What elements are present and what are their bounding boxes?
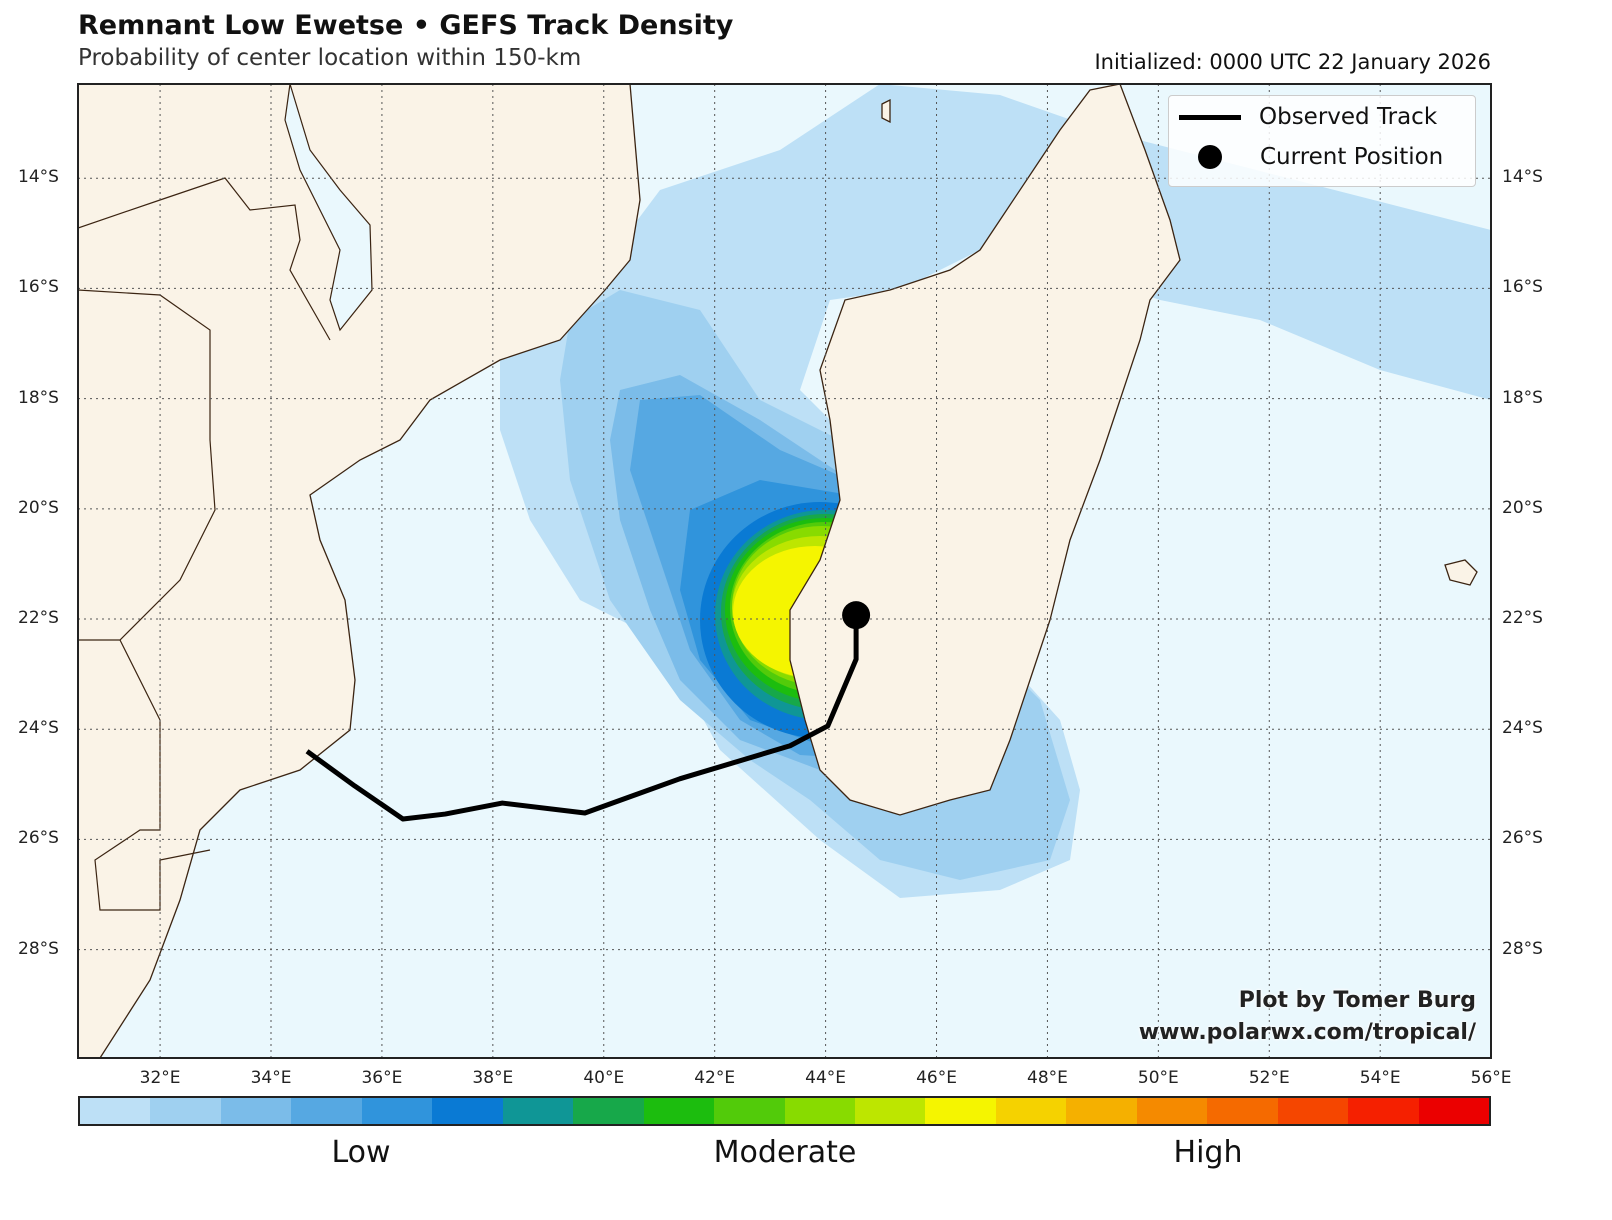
init-time: Initialized: 0000 UTC 22 January 2026	[1094, 50, 1491, 74]
lon-label: 32°E	[139, 1068, 181, 1088]
colorbar-label-moderate: Moderate	[713, 1135, 857, 1170]
colorbar-segment	[361, 1098, 433, 1124]
lon-label: 56°E	[1470, 1068, 1512, 1088]
map-frame	[77, 83, 1492, 1059]
observed-track	[305, 615, 859, 822]
colorbar-segment	[714, 1098, 785, 1124]
land	[78, 84, 1478, 1058]
colorbar-segment	[291, 1098, 362, 1124]
lon-label: 40°E	[583, 1068, 625, 1088]
lat-label-right: 14°S	[1502, 167, 1543, 188]
legend-item-track: Observed Track	[1179, 104, 1437, 130]
colorbar-segment	[1136, 1098, 1208, 1124]
lon-label: 52°E	[1248, 1068, 1290, 1088]
lon-label: 48°E	[1027, 1068, 1068, 1088]
legend-track-label: Observed Track	[1259, 104, 1438, 130]
colorbar-segment	[573, 1098, 644, 1124]
colorbar-segment	[854, 1098, 926, 1124]
colorbar-segment	[432, 1098, 503, 1124]
lat-label-left: 14°S	[18, 167, 59, 188]
lon-label: 46°E	[916, 1068, 957, 1088]
lon-label: 38°E	[472, 1068, 514, 1088]
chart-title: Remnant Low Ewetse • GEFS Track Density	[78, 10, 734, 41]
lon-label: 54°E	[1359, 1068, 1401, 1088]
colorbar-segment	[80, 1098, 151, 1124]
colorbar-segment	[995, 1098, 1067, 1124]
colorbar-segment	[150, 1098, 221, 1124]
lat-label-left: 18°S	[18, 387, 59, 408]
lat-label-right: 28°S	[1502, 938, 1543, 959]
lat-label-left: 26°S	[18, 828, 59, 849]
colorbar-segment	[1418, 1098, 1490, 1124]
colorbar-segment	[784, 1098, 855, 1124]
colorbar-segment	[643, 1098, 715, 1124]
colorbar-label-low: Low	[331, 1135, 391, 1170]
lat-label-right: 18°S	[1502, 387, 1543, 408]
madagascar	[789, 84, 1181, 816]
lake-malawi	[284, 84, 373, 332]
legend-position-label: Current Position	[1260, 144, 1444, 170]
lat-label-right: 24°S	[1502, 718, 1543, 739]
credit-author: Plot by Tomer Burg	[1238, 988, 1476, 1013]
lat-label-right: 16°S	[1502, 277, 1543, 298]
lon-label: 34°E	[250, 1068, 292, 1088]
current-position-marker	[842, 601, 871, 630]
lon-label: 50°E	[1137, 1068, 1179, 1088]
lon-label: 36°E	[361, 1068, 403, 1088]
colorbar-segment	[502, 1098, 574, 1124]
lon-label: 42°E	[694, 1068, 736, 1088]
colorbar-segment	[1066, 1098, 1137, 1124]
lat-label-left: 28°S	[18, 938, 59, 959]
legend: Observed Track Current Position	[1168, 95, 1476, 187]
lat-label-left: 16°S	[18, 277, 59, 298]
track-line-swatch	[1179, 114, 1241, 120]
colorbar-segment	[1348, 1098, 1419, 1124]
position-dot-icon	[1198, 145, 1222, 169]
colorbar	[78, 1096, 1491, 1126]
lat-label-left: 24°S	[18, 718, 59, 739]
lon-label: 44°E	[805, 1068, 847, 1088]
reunion-island	[1444, 559, 1478, 586]
gridlines	[78, 84, 1491, 1058]
legend-item-position: Current Position	[1179, 144, 1443, 170]
colorbar-segment	[1277, 1098, 1349, 1124]
lat-label-right: 20°S	[1502, 497, 1543, 518]
colorbar-segment	[1207, 1098, 1278, 1124]
chart-subtitle: Probability of center location within 15…	[78, 45, 582, 71]
lat-label-left: 20°S	[18, 497, 59, 518]
lat-label-left: 22°S	[18, 608, 59, 629]
lat-label-right: 22°S	[1502, 608, 1543, 629]
colorbar-label-high: High	[1173, 1135, 1243, 1170]
comoros-island	[881, 98, 891, 124]
colorbar-segment	[220, 1098, 292, 1124]
credit-url[interactable]: www.polarwx.com/tropical/	[1138, 1020, 1476, 1045]
africa	[78, 84, 641, 1058]
colorbar-segment	[925, 1098, 996, 1124]
lat-label-right: 26°S	[1502, 828, 1543, 849]
